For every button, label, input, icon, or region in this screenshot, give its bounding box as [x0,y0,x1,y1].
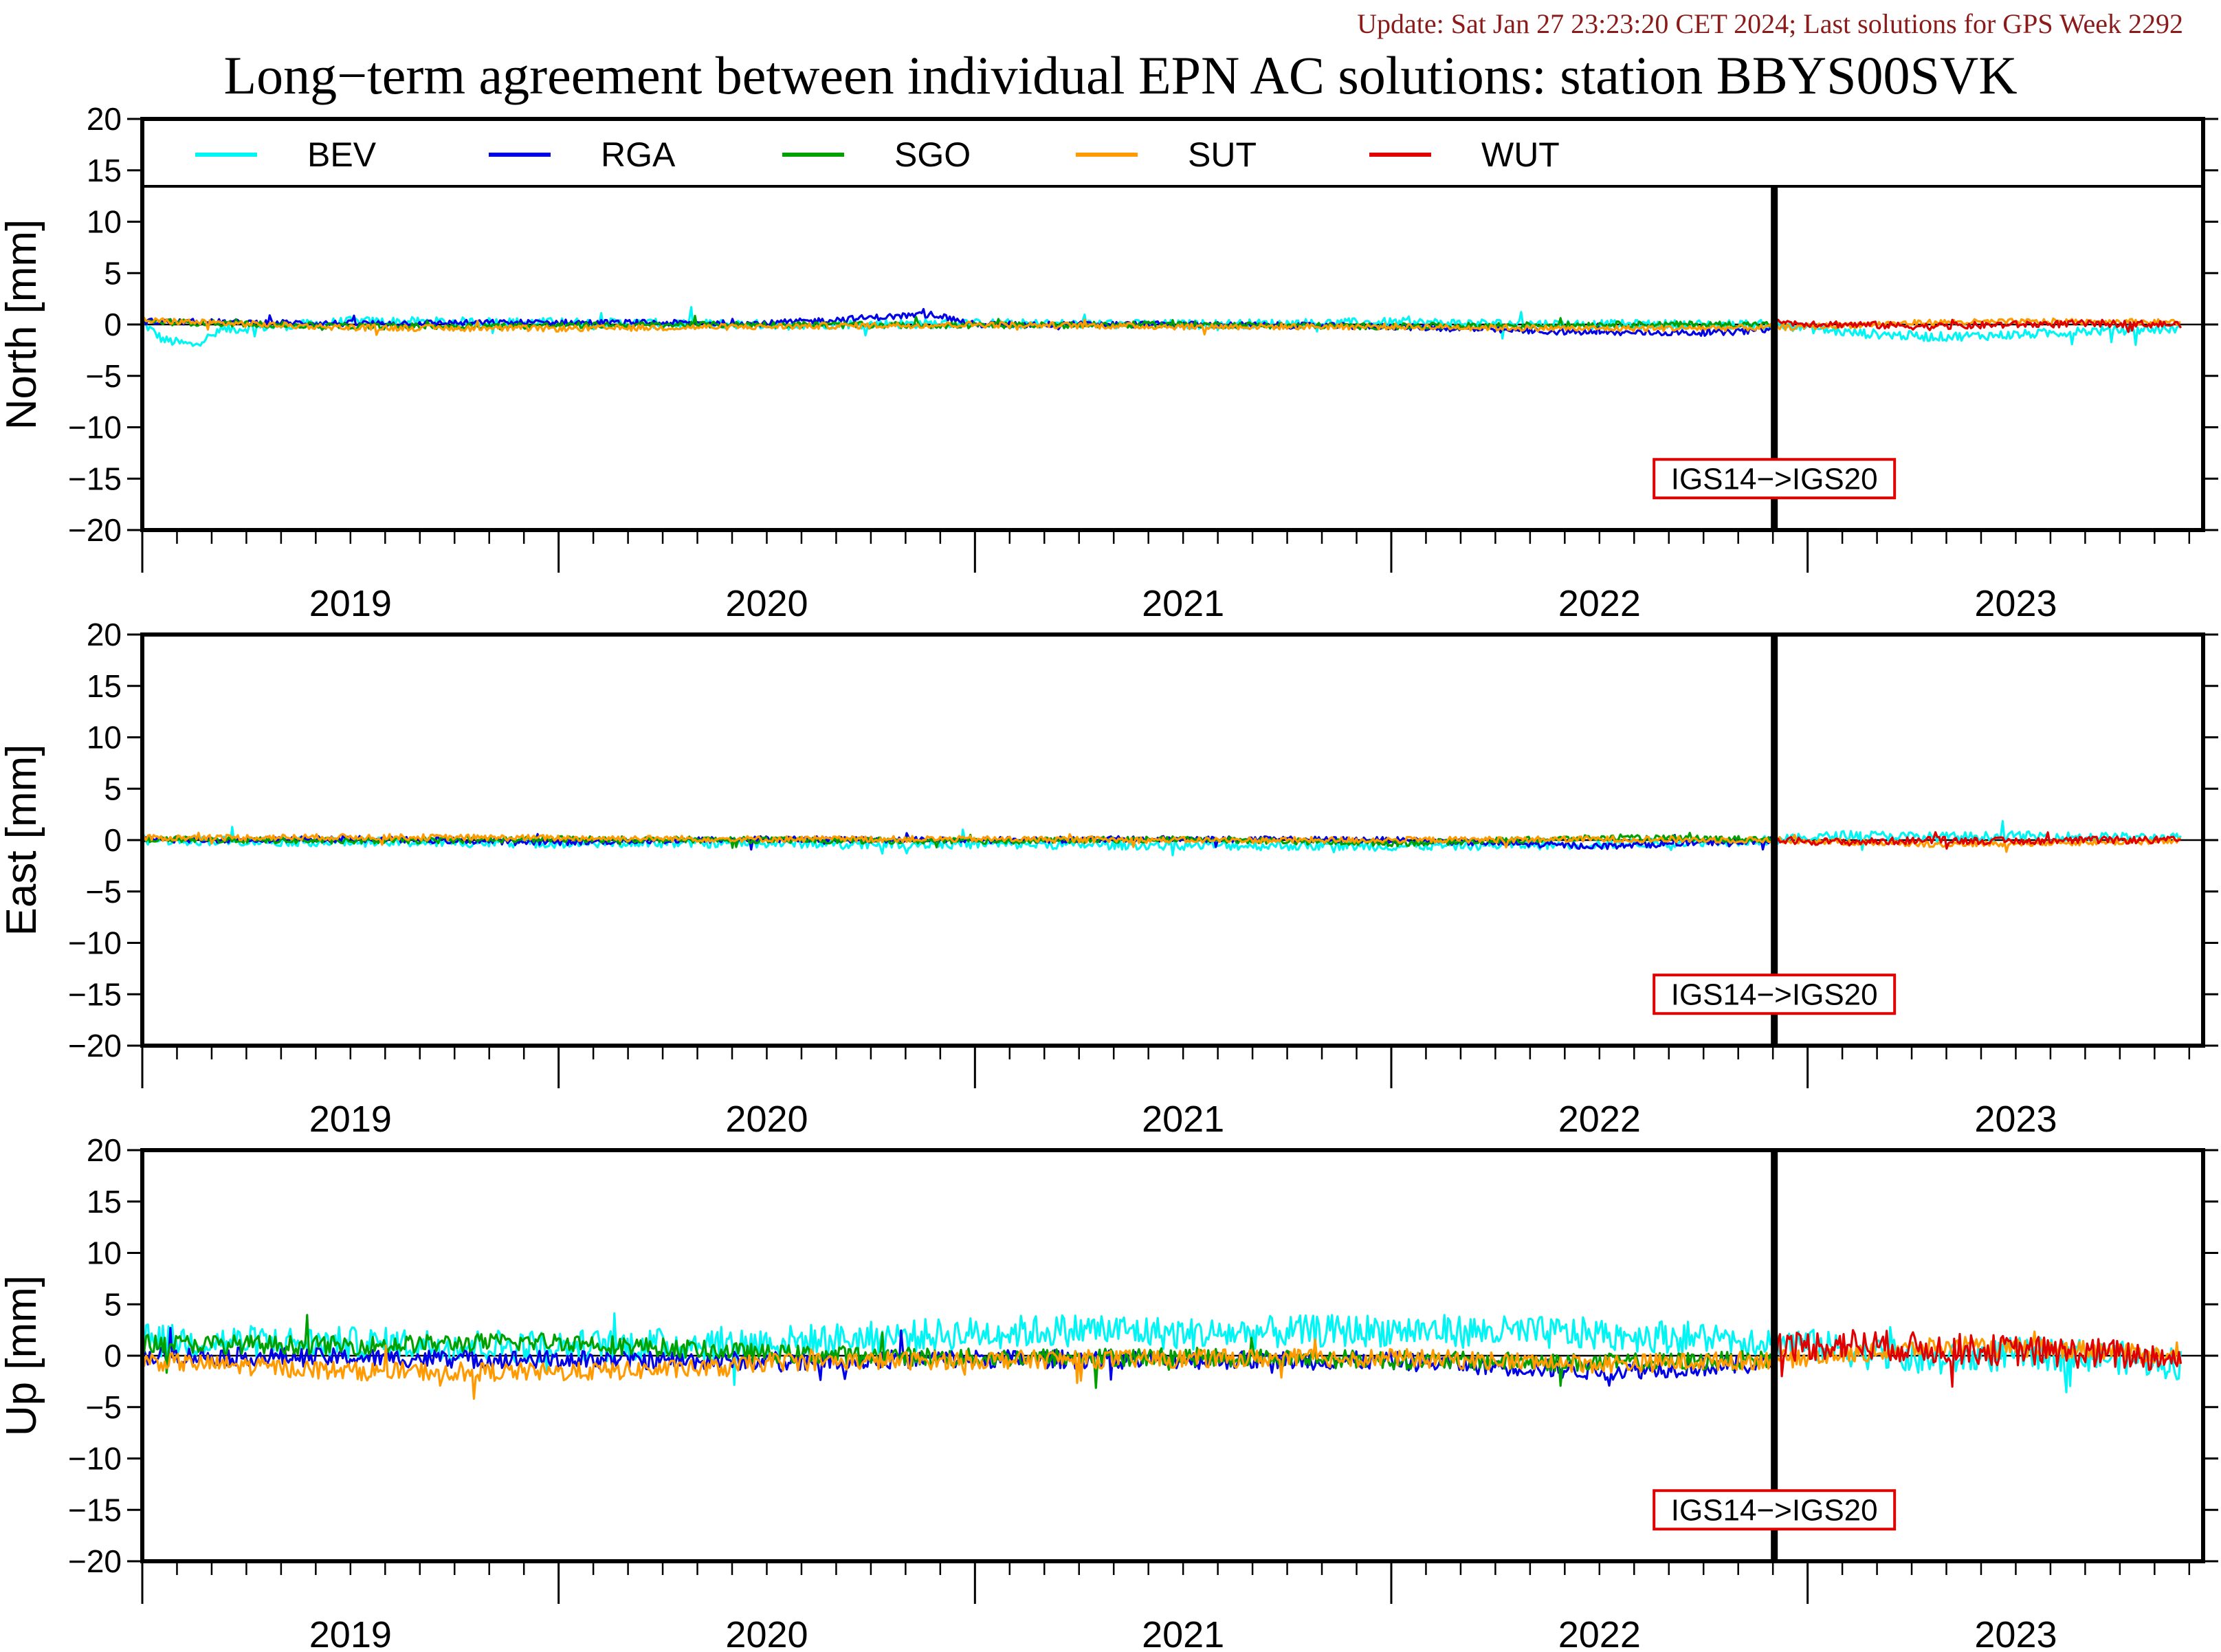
panels-layer: IGS14−>IGS20 −20 −15 −10 −5 0 5 10 15 20 North [mm… [0,101,2218,1652]
y-tick-label: 10 [87,720,122,756]
y-axis-label: Up [mm] [0,1275,45,1436]
x-tick-label: 2021 [1142,583,1224,624]
legend-label-wut: WUT [1481,135,1560,174]
y-tick-label: −15 [68,1492,122,1528]
y-axis-label: East [mm] [0,744,45,936]
x-tick-label: 2022 [1558,1614,1641,1649]
series-line-wut [1773,831,2181,850]
y-tick-label: 5 [104,255,122,291]
x-tick-label: 2019 [309,1099,392,1140]
y-tick-label: 5 [104,1286,122,1322]
igs-transition-box [1653,973,1897,1015]
x-tick-label: 2021 [1142,1614,1224,1649]
x-tick-label: 2019 [309,1614,392,1649]
legend-label-sut: SUT [1188,135,1257,174]
y-tick-label: 20 [87,1132,122,1168]
y-tick-label: −20 [68,1543,122,1579]
y-tick-label: 10 [87,1235,122,1271]
x-tick-label: 2020 [725,1614,808,1649]
panel-1: IGS14−>IGS20 −20 −15 −10 −5 0 5 10 15 20 North [mm… [0,101,2218,624]
y-tick-label: 0 [104,307,122,342]
y-tick-label: −5 [86,358,122,394]
igs-transition-label: IGS14−>IGS20 [1671,462,1878,496]
x-tick-label: 2019 [309,583,392,624]
panel-3: IGS14−>IGS20 −20 −15 −10 −5 0 5 10 15 20 Up [mm] 20… [0,1132,2218,1652]
chart-title: Long−term agreement between individual E… [223,45,2017,105]
x-tick-label: 2023 [1974,1614,2057,1649]
x-tick-label: 2023 [1974,583,2057,624]
y-tick-label: 5 [104,771,122,806]
y-tick-label: 0 [104,1338,122,1374]
y-tick-label: 20 [87,101,122,137]
x-tick-label: 2020 [725,1099,808,1140]
series-line-bev [142,819,2182,857]
x-tick-label: 2021 [1142,1099,1224,1140]
y-tick-label: −10 [68,925,122,961]
legend-label-sgo: SGO [894,135,971,174]
y-tick-label: −15 [68,461,122,496]
x-tick-label: 2022 [1558,583,1641,624]
y-tick-label: 10 [87,204,122,240]
y-tick-label: 20 [87,617,122,652]
y-tick-label: 15 [87,1184,122,1220]
y-tick-label: −5 [86,874,122,910]
y-tick-label: −20 [68,512,122,548]
igs-transition-label: IGS14−>IGS20 [1671,978,1878,1011]
igs-transition-box [1653,458,1897,500]
y-tick-label: 15 [87,668,122,704]
x-tick-label: 2022 [1558,1099,1641,1140]
update-timestamp: Update: Sat Jan 27 23:23:20 CET 2024; La… [1357,8,2183,39]
legend-label-rga: RGA [601,135,676,174]
x-tick-label: 2020 [725,583,808,624]
legend-label-bev: BEV [307,135,377,174]
y-tick-label: 15 [87,153,122,188]
series-line-wut [1773,1329,2183,1388]
panel-2: IGS14−>IGS20 −20 −15 −10 −5 0 5 10 15 20 East [mm]… [0,617,2218,1140]
y-tick-label: −10 [68,410,122,445]
igs-transition-box [1653,1489,1897,1531]
y-tick-label: −15 [68,976,122,1012]
y-tick-label: −20 [68,1028,122,1064]
y-tick-label: −10 [68,1441,122,1477]
y-axis-label: North [mm] [0,219,45,430]
y-tick-label: −5 [86,1389,122,1425]
igs-transition-label: IGS14−>IGS20 [1671,1493,1878,1527]
series-line-wut [1773,318,2182,333]
x-tick-label: 2023 [1974,1099,2057,1140]
y-tick-label: 0 [104,822,122,858]
